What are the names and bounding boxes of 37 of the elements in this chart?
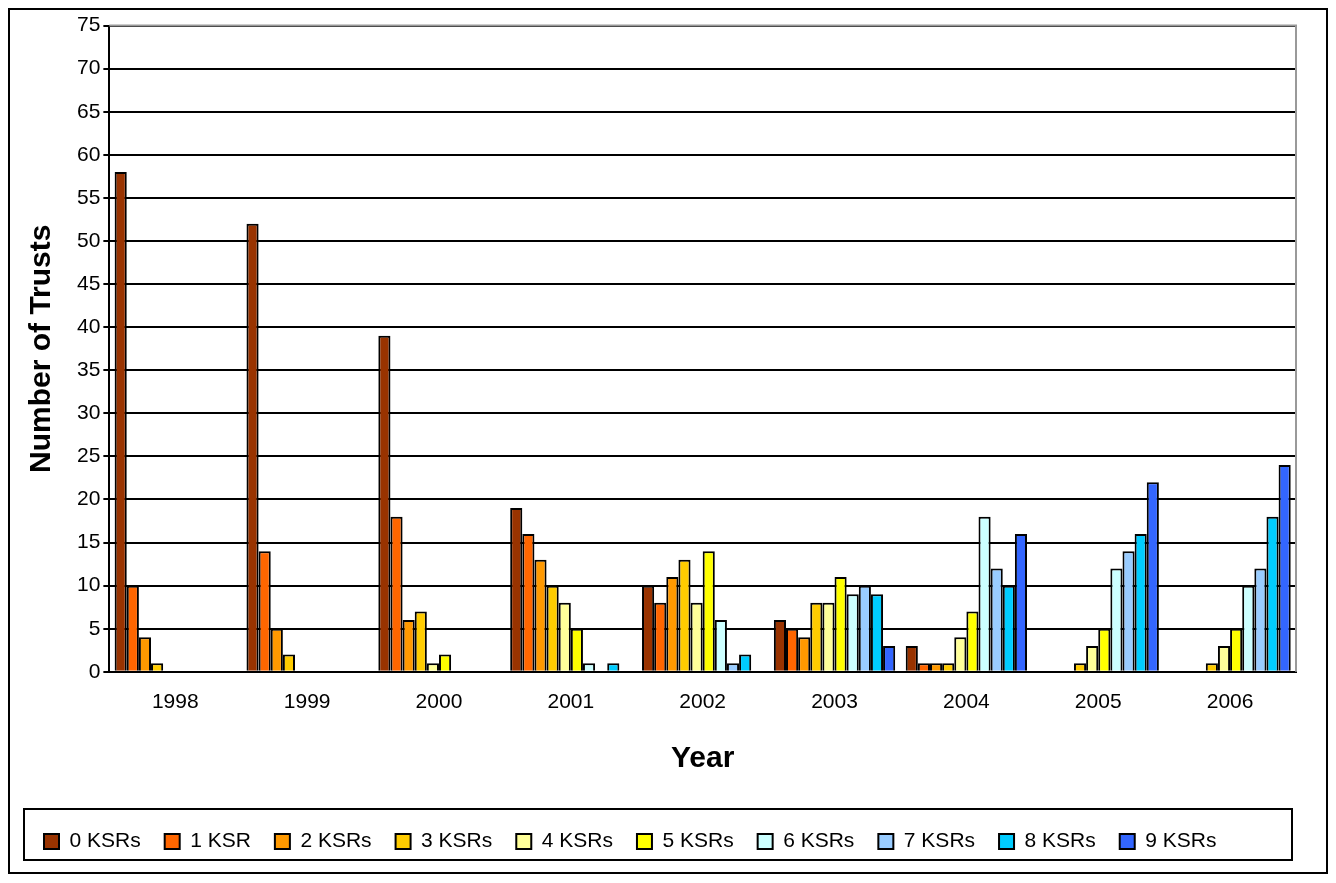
x-axis-title: Year: [670, 740, 735, 774]
x-tick-label: 1998: [151, 689, 199, 713]
legend-label: 3 KSRs: [421, 828, 493, 852]
y-tick-label: 20: [77, 486, 101, 510]
legend-label: 6 KSRs: [783, 828, 855, 852]
y-tick-label: 35: [77, 357, 101, 381]
y-tick-label: 40: [77, 313, 101, 337]
y-tick-label: 10: [77, 572, 101, 596]
y-tick-label: 70: [77, 55, 101, 79]
legend-label: 7 KSRs: [903, 828, 976, 852]
x-tick-label: 2004: [943, 689, 991, 713]
x-tick-label: 2005: [1074, 689, 1122, 713]
y-tick-label: 60: [77, 141, 101, 165]
legend-label: 2 KSRs: [300, 828, 372, 852]
y-tick-label: 0: [88, 658, 101, 682]
y-axis-title: Number of Trusts: [23, 224, 57, 473]
y-tick-label: 25: [77, 443, 101, 467]
y-tick-label: 75: [77, 12, 101, 36]
y-tick-label: 5: [88, 615, 101, 639]
y-tick-label: 65: [77, 98, 101, 122]
legend-label: 1 KSR: [190, 828, 251, 852]
x-tick-label: 2002: [679, 689, 727, 713]
legend-label: 5 KSRs: [662, 828, 734, 852]
legend-label: 4 KSRs: [541, 828, 613, 852]
x-tick-label: 2006: [1206, 689, 1254, 713]
y-tick-label: 15: [77, 529, 101, 553]
y-tick-label: 55: [77, 184, 101, 208]
x-tick-label: 2000: [415, 689, 463, 713]
legend-label: 9 KSRs: [1145, 828, 1217, 852]
x-tick-label: 2001: [547, 689, 595, 713]
y-tick-label: 45: [77, 270, 101, 294]
y-tick-label: 30: [77, 400, 101, 424]
legend-label: 8 KSRs: [1024, 828, 1096, 852]
legend-label: 0 KSRs: [69, 828, 141, 852]
x-tick-label: 2003: [811, 689, 858, 713]
x-tick-label: 1999: [283, 689, 331, 713]
y-tick-label: 50: [77, 227, 101, 251]
